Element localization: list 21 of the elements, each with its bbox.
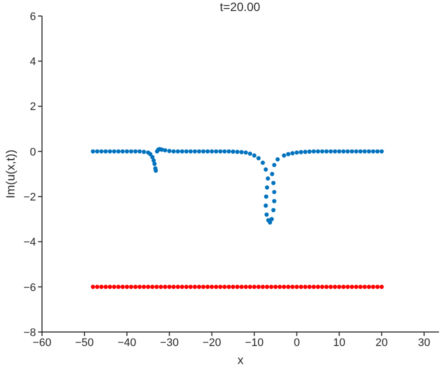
x-tick-label: −30 <box>160 336 179 349</box>
x-tick-label: −10 <box>244 336 264 349</box>
y-tick-label: −2 <box>23 191 36 204</box>
y-tick-label: −4 <box>23 236 36 249</box>
y-tick-label: 0 <box>30 146 36 158</box>
y-tick-label: 4 <box>30 56 36 68</box>
y-axis-title: Im(u(x,t)) <box>3 150 18 198</box>
x-tick-label: −60 <box>32 336 52 349</box>
x-tick-label: −20 <box>202 336 222 349</box>
x-tick-label: 0 <box>294 336 300 349</box>
x-tick-label: 30 <box>418 336 430 349</box>
y-tick-label: −6 <box>23 282 36 294</box>
y-tick-label: −8 <box>23 326 36 339</box>
x-tick-label: −40 <box>118 336 136 349</box>
x-tick-label: 20 <box>376 336 388 349</box>
chart-title: t=20.00 <box>218 0 262 14</box>
y-tick-label: 2 <box>30 101 36 114</box>
x-tick-label: 10 <box>333 336 346 349</box>
x-tick-label: −50 <box>75 336 94 349</box>
y-tick-label: 6 <box>30 10 36 23</box>
x-axis-title: x <box>238 353 244 366</box>
